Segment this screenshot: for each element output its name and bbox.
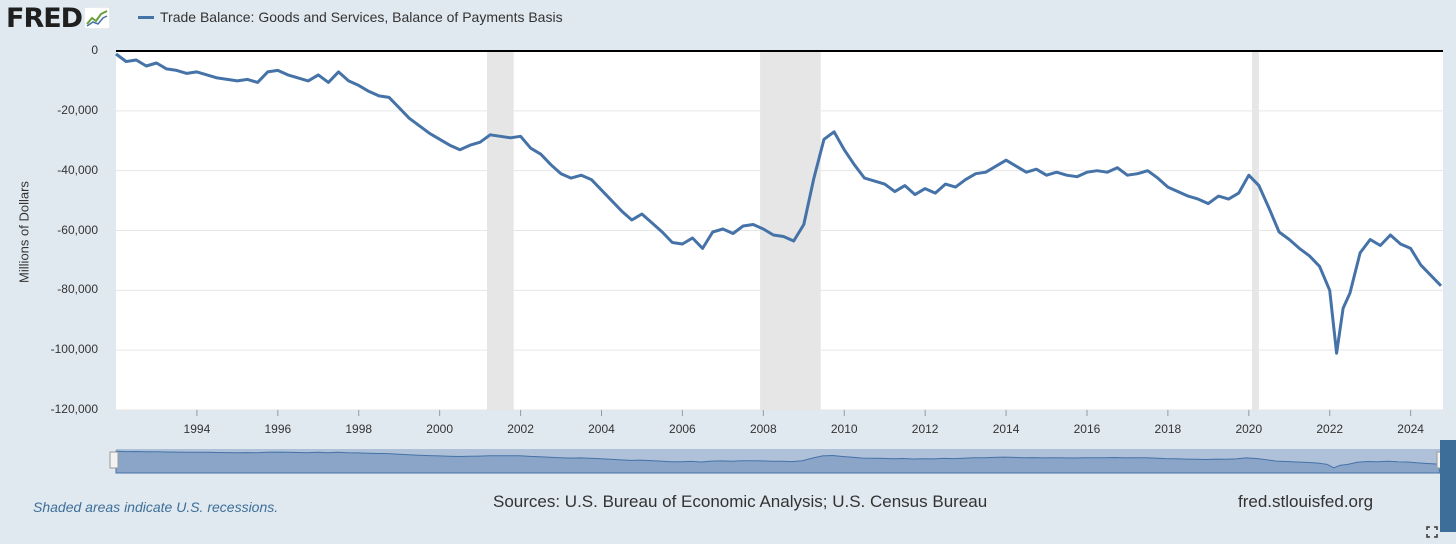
x-tick-label: 2024	[1397, 422, 1424, 436]
navigator-handle-left[interactable]	[109, 451, 119, 469]
x-tick-label: 2004	[588, 422, 615, 436]
y-tick-label: 0	[91, 43, 98, 57]
x-tick-label: 2000	[426, 422, 454, 436]
y-tick-label: -120,000	[50, 402, 98, 416]
x-tick-label: 2012	[911, 422, 939, 436]
x-tick-label: 2016	[1073, 422, 1101, 436]
y-tick-label: -100,000	[50, 342, 98, 357]
x-tick-label: 2010	[830, 422, 858, 436]
x-tick-label: 1996	[264, 422, 292, 436]
recession-note: Shaded areas indicate U.S. recessions.	[33, 499, 279, 515]
x-tick-label: 2020	[1235, 422, 1263, 436]
x-tick-label: 2002	[507, 422, 534, 436]
site-link[interactable]: fred.stlouisfed.org	[1238, 492, 1374, 511]
fred-graph-icon	[84, 7, 111, 29]
y-tick-label: -80,000	[57, 282, 98, 297]
fred-logo-text: FRED	[6, 2, 83, 34]
y-tick-label: -20,000	[57, 102, 98, 117]
x-tick-label: 2008	[749, 422, 777, 436]
x-tick-label: 1998	[345, 422, 373, 436]
x-tick-label: 2014	[992, 422, 1020, 436]
x-tick-label: 2018	[1154, 422, 1182, 436]
navigator-series	[115, 450, 1441, 474]
chart-legend: Trade Balance: Goods and Services, Balan…	[138, 9, 563, 25]
legend-series-name: Trade Balance: Goods and Services, Balan…	[160, 9, 563, 25]
y-tick-label: -40,000	[57, 162, 98, 177]
sources-text: Sources: U.S. Bureau of Economic Analysi…	[493, 492, 988, 511]
x-tick-label: 1994	[183, 422, 211, 436]
x-tick-label: 2006	[669, 422, 696, 436]
scrollbar[interactable]	[1440, 440, 1456, 532]
y-tick-label: -60,000	[57, 222, 98, 237]
fullscreen-icon[interactable]	[1426, 526, 1438, 538]
series-line	[115, 52, 1443, 355]
fred-logo[interactable]: FRED	[6, 2, 111, 34]
x-tick-label: 2022	[1316, 422, 1344, 436]
legend-swatch	[138, 15, 154, 19]
